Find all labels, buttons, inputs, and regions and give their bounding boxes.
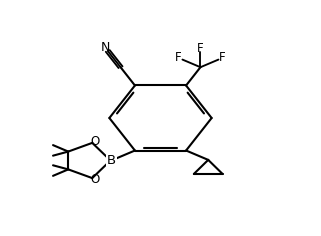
Text: F: F [219,51,226,64]
Text: F: F [197,42,204,55]
Text: F: F [175,51,182,64]
Text: O: O [91,173,100,186]
Text: N: N [101,41,110,55]
Text: O: O [91,135,100,148]
Text: B: B [107,154,116,167]
